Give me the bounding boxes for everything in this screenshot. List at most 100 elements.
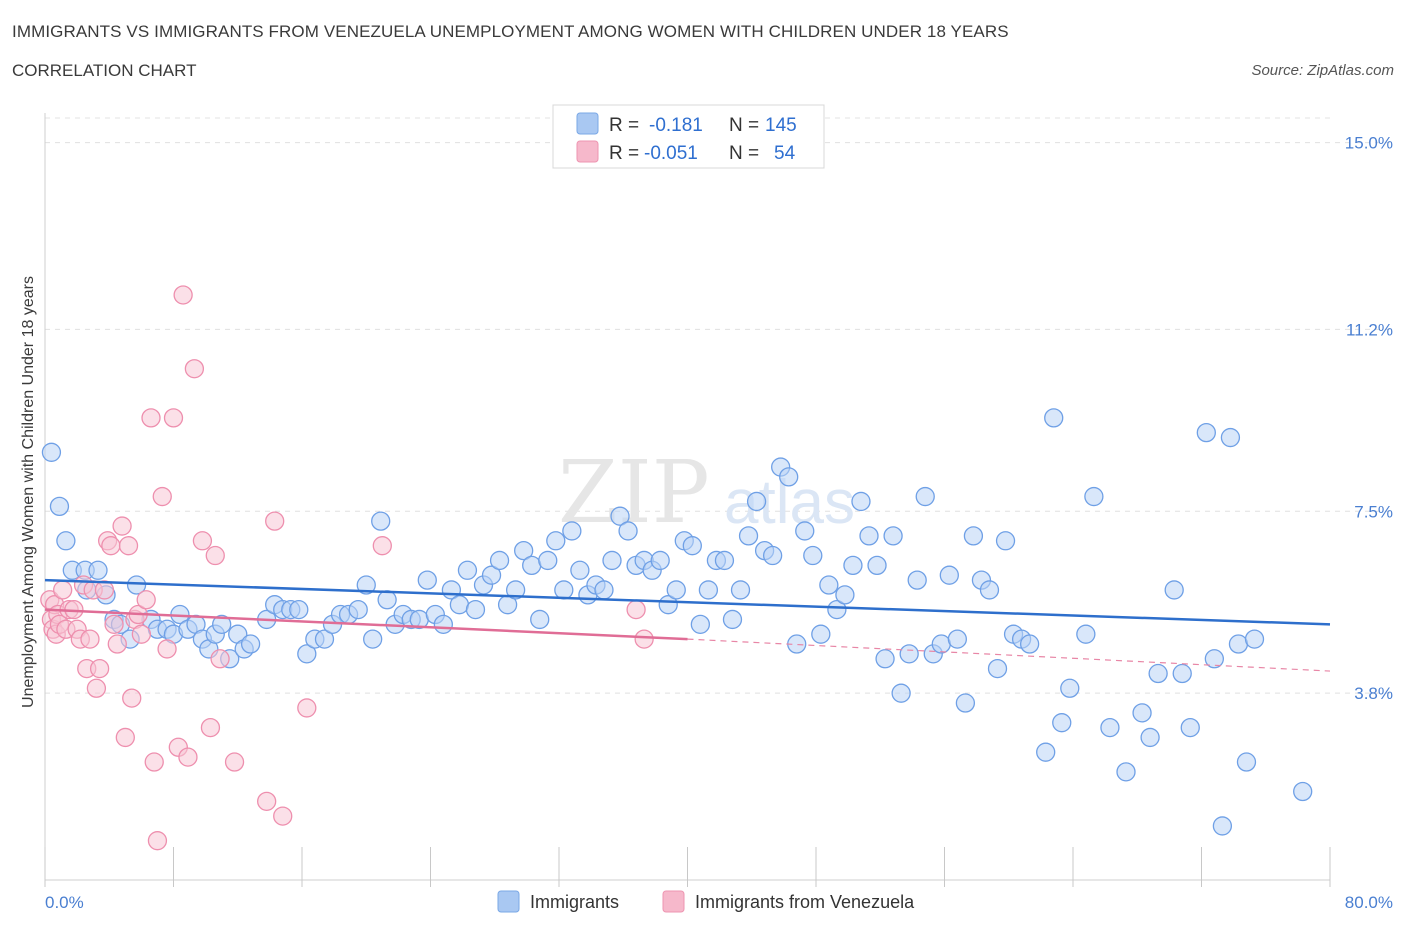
data-point: [875, 649, 895, 669]
data-point: [348, 599, 368, 620]
data-point: [779, 467, 799, 487]
data-point: [210, 649, 230, 669]
trend-line-venezuela-extension: [687, 638, 1331, 672]
data-point: [650, 550, 670, 571]
data-point: [738, 526, 759, 546]
data-point: [489, 550, 510, 571]
data-point: [200, 717, 221, 738]
data-point: [594, 580, 614, 600]
data-point: [987, 658, 1008, 679]
data-point: [682, 536, 702, 556]
series-legend: Immigrants Immigrants from Venezuela: [497, 890, 915, 913]
data-point: [530, 609, 550, 630]
data-point: [666, 580, 686, 600]
data-point: [224, 752, 245, 772]
data-point: [465, 599, 486, 620]
data-point: [1244, 629, 1265, 649]
data-point: [115, 727, 135, 748]
y-axis-label: Unemployment Among Women with Children U…: [20, 276, 37, 708]
data-point: [955, 693, 976, 713]
y-tick-labels: 3.8% 7.5% 11.2% 15.0%: [1345, 134, 1393, 704]
data-point: [144, 752, 164, 772]
trend-line-immigrants: [44, 578, 1331, 626]
data-point: [178, 747, 198, 767]
y-tick-label: 3.8%: [1354, 684, 1393, 703]
data-point: [94, 580, 115, 600]
data-point: [803, 545, 823, 566]
data-point: [730, 580, 751, 600]
source-credit: Source: ZipAtlas.com: [1251, 62, 1394, 79]
data-point: [1196, 422, 1216, 443]
legend-swatch-venezuela: [576, 140, 599, 163]
data-point: [372, 536, 392, 556]
data-point: [205, 545, 225, 566]
data-point: [377, 590, 397, 610]
data-point: [546, 531, 566, 551]
data-point: [1036, 742, 1056, 762]
data-point: [883, 526, 903, 546]
data-point: [522, 555, 542, 576]
data-point: [618, 521, 638, 541]
data-point: [963, 526, 984, 546]
data-point: [80, 629, 100, 649]
data-point: [240, 634, 261, 654]
data-point: [417, 570, 437, 590]
data-point: [819, 575, 839, 595]
data-point: [1293, 781, 1313, 802]
legend-n-value-immigrants: 145: [765, 115, 797, 136]
data-point: [939, 565, 959, 585]
x-tick-label: 0.0%: [45, 893, 84, 912]
data-point: [1172, 663, 1192, 684]
data-point: [1164, 580, 1184, 600]
data-point: [979, 580, 1000, 600]
data-point: [1116, 762, 1136, 782]
data-point: [1044, 408, 1064, 428]
trend-line-venezuela: [44, 608, 688, 641]
data-point: [297, 644, 317, 664]
data-point: [289, 599, 309, 620]
data-point: [891, 683, 911, 703]
y-tick-label: 15.0%: [1345, 134, 1393, 153]
series-venezuela: [40, 285, 654, 851]
legend-swatch-immigrants: [576, 112, 599, 135]
data-point: [481, 565, 502, 585]
data-point: [152, 486, 172, 507]
axes: [44, 113, 1331, 887]
data-point: [314, 629, 335, 649]
data-point: [41, 442, 62, 462]
data-point: [1148, 663, 1168, 684]
data-point: [602, 550, 622, 571]
data-point: [157, 639, 177, 659]
data-point: [56, 531, 76, 551]
data-point: [101, 536, 121, 556]
data-point: [53, 580, 73, 600]
data-point: [827, 599, 847, 620]
y-tick-label: 7.5%: [1354, 502, 1393, 521]
data-point: [562, 521, 582, 541]
data-point: [995, 531, 1016, 551]
data-point: [86, 678, 107, 698]
data-point: [104, 614, 124, 635]
data-point: [136, 590, 156, 610]
data-point: [433, 614, 454, 635]
data-point: [843, 555, 863, 576]
data-point: [554, 580, 574, 600]
legend-n-value-venezuela: 54: [774, 143, 796, 164]
data-point: [49, 496, 70, 517]
data-point: [746, 491, 767, 512]
data-point: [356, 575, 376, 595]
data-point: [126, 575, 147, 595]
data-point: [88, 560, 108, 580]
legend-r-value-immigrants: -0.181: [649, 115, 703, 136]
data-point: [192, 531, 213, 551]
data-point: [265, 511, 285, 531]
data-point: [610, 506, 630, 526]
data-point: [722, 609, 743, 630]
data-point: [1140, 727, 1160, 748]
data-point: [931, 634, 951, 654]
data-point: [1212, 816, 1233, 836]
data-point: [899, 644, 919, 664]
data-point: [1236, 752, 1257, 772]
data-point: [505, 580, 526, 600]
